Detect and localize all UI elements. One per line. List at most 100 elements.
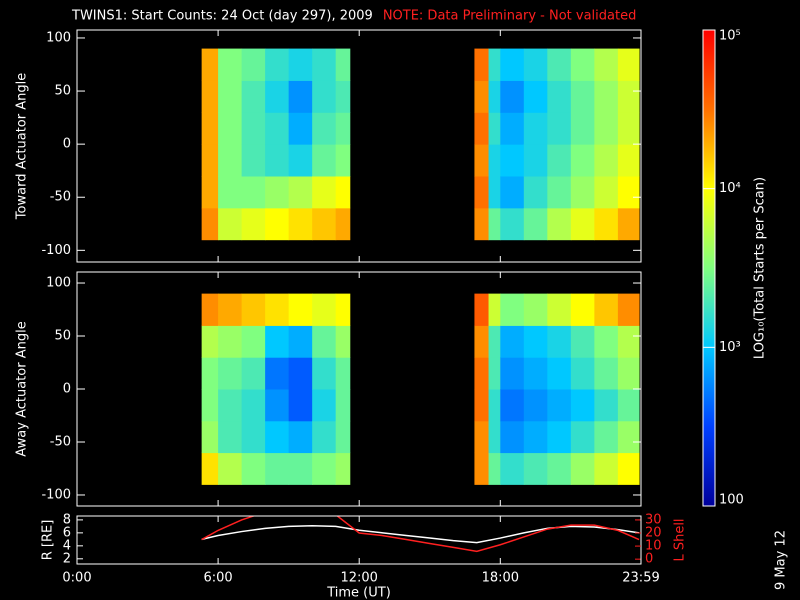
heatmap-cell (288, 389, 313, 422)
x-axis-label: Time (UT) (326, 586, 391, 600)
heatmap-cell (570, 325, 595, 358)
heatmap-cell (523, 452, 548, 485)
heatmap-cell (241, 144, 266, 177)
heatmap-cell (241, 48, 266, 81)
heatmap-cell (335, 389, 351, 422)
y-tick-label: 0 (63, 382, 71, 397)
heatmap-cell (500, 452, 525, 485)
heatmap-cell (312, 420, 337, 454)
heatmap-cell (201, 357, 219, 390)
heatmap-cell (488, 452, 501, 485)
y-tick-label: -100 (41, 487, 71, 502)
colorbar-label: LOG₁₀(Total Starts per Scan) (753, 177, 768, 359)
heatmap-cell (201, 207, 219, 241)
chart-note: NOTE: Data Preliminary - Not validated (383, 9, 637, 24)
x-tick-label: 12:00 (340, 571, 377, 586)
heatmap-cell (594, 144, 619, 177)
heatmap-cell (547, 293, 572, 326)
heatmap-cell (265, 48, 290, 81)
heatmap-cell (547, 420, 572, 454)
heatmap-cell (265, 452, 290, 485)
heatmap-cell (201, 452, 219, 485)
heatmap-cell (241, 175, 266, 209)
y-axis-label: R [RE] (41, 520, 56, 561)
heatmap-cell (500, 207, 525, 241)
heatmap-cell (288, 80, 313, 113)
colorbar-tick-label: 10⁴ (719, 181, 741, 196)
heatmap-cell (617, 389, 640, 422)
y2-axis-label: L Shell (673, 518, 688, 561)
heatmap-cell (241, 452, 266, 485)
x-tick-label: 18:00 (482, 571, 519, 586)
heatmap-cell (570, 452, 595, 485)
heatmap-cell (265, 207, 290, 241)
y-tick-label: 4 (63, 538, 71, 553)
heatmap-cell (617, 452, 640, 485)
heatmap-cell (523, 48, 548, 81)
heatmap-cell (523, 357, 548, 390)
heatmap-cell (570, 175, 595, 209)
heatmap-cell (241, 389, 266, 422)
heatmap-cell (617, 144, 640, 177)
heatmap-cell (523, 389, 548, 422)
y-tick-label: -50 (50, 434, 71, 449)
heatmap-cell (312, 175, 337, 209)
heatmap-cell (288, 112, 313, 145)
heatmap-cell (594, 80, 619, 113)
y2-tick-label: 0 (645, 552, 653, 567)
heatmap-cell (335, 325, 351, 358)
heatmap-cell (288, 293, 313, 326)
heatmap-cell (547, 175, 572, 209)
y-tick-label: 2 (63, 551, 71, 566)
heatmap-cell (312, 112, 337, 145)
heatmap-cell (241, 112, 266, 145)
colorbar-tick-label: 100 (719, 493, 744, 508)
heatmap-cell (547, 80, 572, 113)
colorbar-tick-label: 10⁵ (719, 29, 741, 44)
heatmap-cell (335, 112, 351, 145)
heatmap-cell (335, 48, 351, 81)
y2-tick-label: 10 (645, 539, 662, 554)
x-tick-label: 0:00 (62, 571, 91, 586)
heatmap-cell (523, 207, 548, 241)
heatmap-cell (218, 175, 243, 209)
heatmap-cell (474, 452, 490, 485)
chart-title: TWINS1: Start Counts: 24 Oct (day 297), … (71, 9, 373, 24)
heatmap-cell (488, 357, 501, 390)
heatmap-cell (500, 80, 525, 113)
heatmap-cell (547, 325, 572, 358)
heatmap-cell (201, 325, 219, 358)
heatmap-cell (523, 420, 548, 454)
y-axis-label: Away Actuator Angle (15, 321, 30, 456)
heatmap-cell (474, 357, 490, 390)
heatmap-cell (570, 357, 595, 390)
heatmap-cell (617, 112, 640, 145)
heatmap-cell (241, 325, 266, 358)
heatmap-cell (617, 175, 640, 209)
heatmap-cell (523, 144, 548, 177)
heatmap-cell (523, 293, 548, 326)
heatmap-cell (570, 144, 595, 177)
heatmap-cell (312, 80, 337, 113)
heatmap-cell (570, 48, 595, 81)
heatmap-cell (523, 80, 548, 113)
heatmap-cell (617, 420, 640, 454)
heatmap-cell (570, 420, 595, 454)
heatmap-cell (288, 325, 313, 358)
heatmap-cell (488, 293, 501, 326)
heatmap-cell (500, 389, 525, 422)
heatmap-cell (201, 48, 219, 81)
y-axis-label: Toward Actuator Angle (15, 73, 30, 220)
x-tick-label: 6:00 (203, 571, 232, 586)
heatmap-cell (594, 452, 619, 485)
heatmap-cell (241, 80, 266, 113)
heatmap-cell (201, 420, 219, 454)
y-tick-label: 50 (54, 84, 71, 99)
heatmap-cell (500, 357, 525, 390)
heatmap-cell (288, 144, 313, 177)
heatmap-cell (335, 144, 351, 177)
heatmap-cell (241, 420, 266, 454)
heatmap-cell (500, 144, 525, 177)
heatmap-cell (218, 144, 243, 177)
heatmap-cell (312, 389, 337, 422)
